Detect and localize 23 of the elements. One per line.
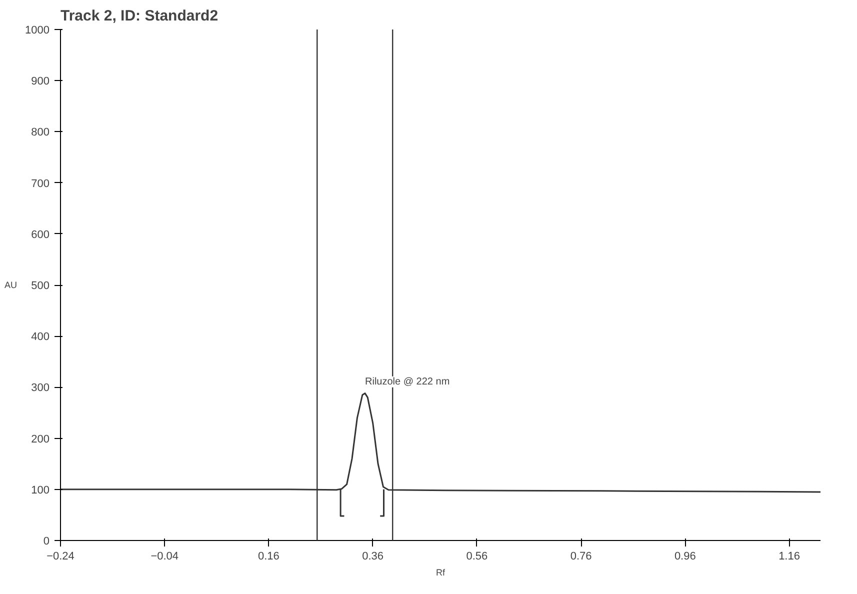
x-tick-label: −0.04 <box>150 550 179 562</box>
x-tick-label: 0.16 <box>258 550 280 562</box>
x-tick-label: −0.24 <box>46 550 74 562</box>
y-tick-label: 500 <box>31 280 50 292</box>
x-tick-label: 0.96 <box>674 550 696 562</box>
y-tick-label: 400 <box>31 331 50 344</box>
x-tick-label: 0.56 <box>466 550 488 562</box>
y-tick-label: 800 <box>31 126 50 139</box>
y-tick-label: 0 <box>43 536 50 548</box>
x-axis-title: Rf <box>436 568 446 578</box>
y-tick-label: 1000 <box>25 24 50 36</box>
y-tick-label: 200 <box>31 433 50 446</box>
y-tick-label: 600 <box>31 228 50 241</box>
y-tick-label: 100 <box>31 484 50 496</box>
annotation: Riluzole @ 222 nm <box>365 376 450 388</box>
y-tick-label: 900 <box>31 76 50 88</box>
y-axis-title: AU <box>4 280 18 290</box>
x-tick-label: 1.16 <box>778 550 800 562</box>
chart-title: Track 2, ID: Standard2 <box>60 8 218 24</box>
x-tick-label: 0.36 <box>362 550 384 562</box>
y-tick-label: 300 <box>31 382 50 394</box>
y-tick-label: 700 <box>31 178 50 190</box>
x-tick-label: 0.76 <box>570 550 592 562</box>
